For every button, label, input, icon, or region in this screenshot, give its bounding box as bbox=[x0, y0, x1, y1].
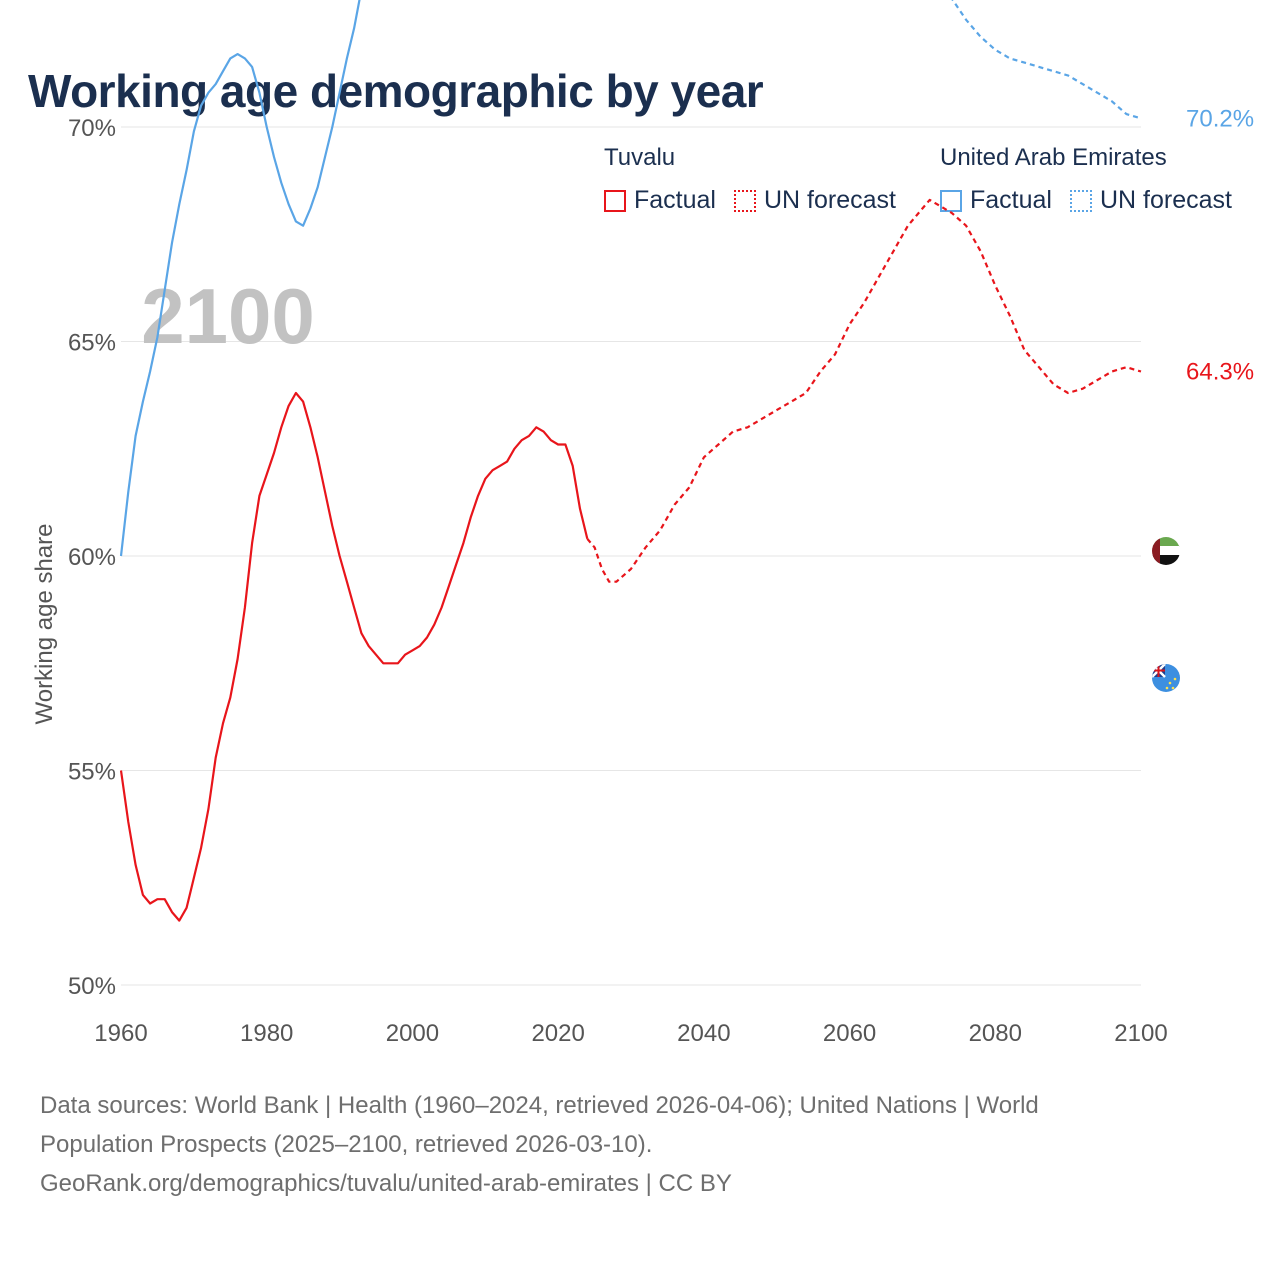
united-arab-emirates-forecast-line[interactable] bbox=[587, 0, 1142, 120]
x-tick-label: 1980 bbox=[240, 1020, 293, 1047]
tuvalu-forecast-line[interactable] bbox=[586, 198, 1142, 583]
x-tick-label: 2040 bbox=[677, 1020, 730, 1047]
tuvalu-factual-line[interactable] bbox=[119, 391, 589, 922]
footer-line-1: Data sources: World Bank | Health (1960–… bbox=[40, 1092, 1039, 1119]
y-tick-label: 65% bbox=[68, 330, 116, 357]
y-tick-label: 60% bbox=[68, 544, 116, 571]
uae-factual-label: Factual bbox=[970, 186, 1052, 214]
chart-title: Working age demographic by year bbox=[28, 65, 764, 117]
x-tick-label: 2000 bbox=[386, 1020, 439, 1047]
y-tick-label: 70% bbox=[68, 115, 116, 142]
year-watermark: 2100 bbox=[141, 272, 315, 360]
uae-flag-icon bbox=[1152, 537, 1180, 565]
x-tick-label: 2020 bbox=[531, 1020, 584, 1047]
footer-line-3[interactable]: GeoRank.org/demographics/tuvalu/united-a… bbox=[40, 1170, 732, 1197]
x-tick-label: 2060 bbox=[823, 1020, 876, 1047]
tuvalu-factual-swatch[interactable] bbox=[604, 189, 626, 212]
y-tick-label: 50% bbox=[68, 973, 116, 1000]
x-tick-label: 2080 bbox=[969, 1020, 1022, 1047]
legend-uae: United Arab Emirates Factual UN forecast bbox=[940, 144, 1250, 215]
footer-sources: Data sources: World Bank | Health (1960–… bbox=[40, 1086, 1180, 1203]
y-tick-label: 55% bbox=[68, 759, 116, 786]
tuvalu-end-label: 64.3% bbox=[1186, 359, 1254, 386]
tuvalu-forecast-swatch[interactable] bbox=[733, 189, 756, 212]
tuvalu-forecast-label: UN forecast bbox=[763, 186, 896, 214]
legend-tuvalu: Tuvalu Factual UN forecast bbox=[604, 144, 914, 215]
tuvalu-flag-icon bbox=[1152, 664, 1180, 692]
uae-forecast-label: UN forecast bbox=[1099, 186, 1232, 214]
legend-country-uae: United Arab Emirates bbox=[940, 144, 1167, 171]
footer-line-2: Population Prospects (2025–2100, retriev… bbox=[40, 1131, 653, 1158]
united-arab-emirates-end-label: 70.2% bbox=[1186, 105, 1254, 132]
uae-factual-swatch[interactable] bbox=[940, 189, 962, 212]
line-chart: 50%55%60%65%70%75%80%1960198020002020204… bbox=[31, 0, 1254, 1047]
legend-country-tuvalu: Tuvalu bbox=[604, 144, 676, 171]
x-tick-label: 1960 bbox=[94, 1020, 147, 1047]
uae-forecast-swatch[interactable] bbox=[1069, 189, 1092, 212]
tuvalu-factual-label: Factual bbox=[634, 186, 716, 214]
y-axis-label: Working age share bbox=[31, 524, 58, 725]
x-tick-label: 2100 bbox=[1114, 1020, 1167, 1047]
united-arab-emirates-factual-line[interactable] bbox=[119, 0, 587, 557]
